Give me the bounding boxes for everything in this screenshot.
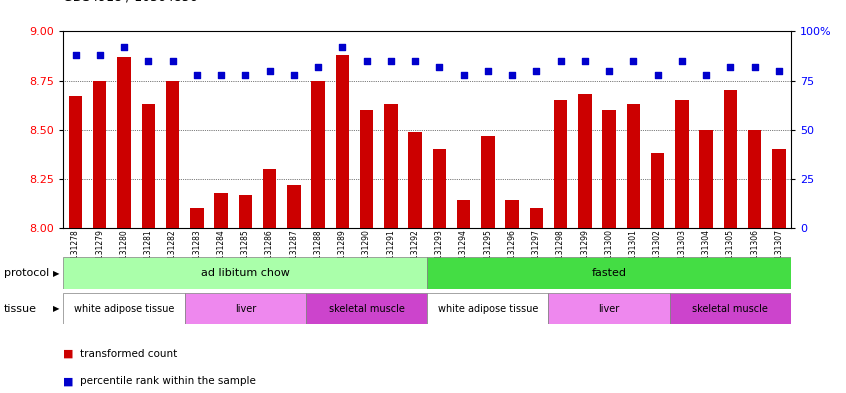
Text: skeletal muscle: skeletal muscle [692,303,768,314]
Bar [336,55,349,228]
Bar [118,57,131,228]
Bar [578,94,591,228]
Bar [675,100,689,228]
Bar [530,208,543,228]
Point [409,58,422,64]
Bar [311,81,325,228]
Bar [360,110,373,228]
Bar [723,90,737,228]
Bar [384,104,398,228]
Bar [184,293,306,324]
Bar [700,130,713,228]
Text: liver: liver [234,303,256,314]
Bar [63,293,184,324]
Text: ▶: ▶ [53,304,60,313]
Text: GDS4918 / 10364856: GDS4918 / 10364856 [63,0,198,4]
Point [336,44,349,50]
Point [93,52,107,58]
Bar [457,200,470,228]
Point [166,58,179,64]
Point [481,68,495,74]
Point [239,72,252,78]
Bar [306,293,427,324]
Bar [748,130,761,228]
Text: percentile rank within the sample: percentile rank within the sample [80,376,256,386]
Point [263,68,277,74]
Text: skeletal muscle: skeletal muscle [328,303,404,314]
Bar [166,81,179,228]
Text: ■: ■ [63,376,74,386]
Point [311,64,325,70]
Bar [214,193,228,228]
Bar [627,104,640,228]
Point [700,72,713,78]
Text: protocol: protocol [4,268,49,278]
Point [432,64,446,70]
Point [214,72,228,78]
Point [651,72,664,78]
Point [627,58,640,64]
Bar [427,257,791,289]
Bar [505,200,519,228]
Point [141,58,155,64]
Point [118,44,131,50]
Bar [63,257,427,289]
Point [384,58,398,64]
Text: ad libitum chow: ad libitum chow [201,268,290,278]
Bar [263,169,277,228]
Bar [602,110,616,228]
Bar [554,100,568,228]
Text: tissue: tissue [4,303,37,314]
Text: white adipose tissue: white adipose tissue [74,303,174,314]
Text: ▶: ▶ [53,269,60,277]
Point [675,58,689,64]
Bar [69,96,82,228]
Point [772,68,786,74]
Point [723,64,737,70]
Point [69,52,82,58]
Point [505,72,519,78]
Bar [287,185,300,228]
Bar [427,293,548,324]
Point [602,68,616,74]
Point [190,72,204,78]
Bar [409,132,422,228]
Bar [651,153,664,228]
Text: fasted: fasted [591,268,627,278]
Point [287,72,300,78]
Bar [670,293,791,324]
Bar [772,149,786,228]
Text: ■: ■ [63,349,74,359]
Point [748,64,761,70]
Point [578,58,591,64]
Bar [548,293,670,324]
Text: white adipose tissue: white adipose tissue [437,303,538,314]
Bar [239,195,252,228]
Bar [93,81,107,228]
Point [360,58,373,64]
Bar [141,104,155,228]
Text: transformed count: transformed count [80,349,178,359]
Point [457,72,470,78]
Point [554,58,568,64]
Text: liver: liver [598,303,620,314]
Bar [432,149,446,228]
Bar [190,208,204,228]
Bar [481,136,495,228]
Point [530,68,543,74]
